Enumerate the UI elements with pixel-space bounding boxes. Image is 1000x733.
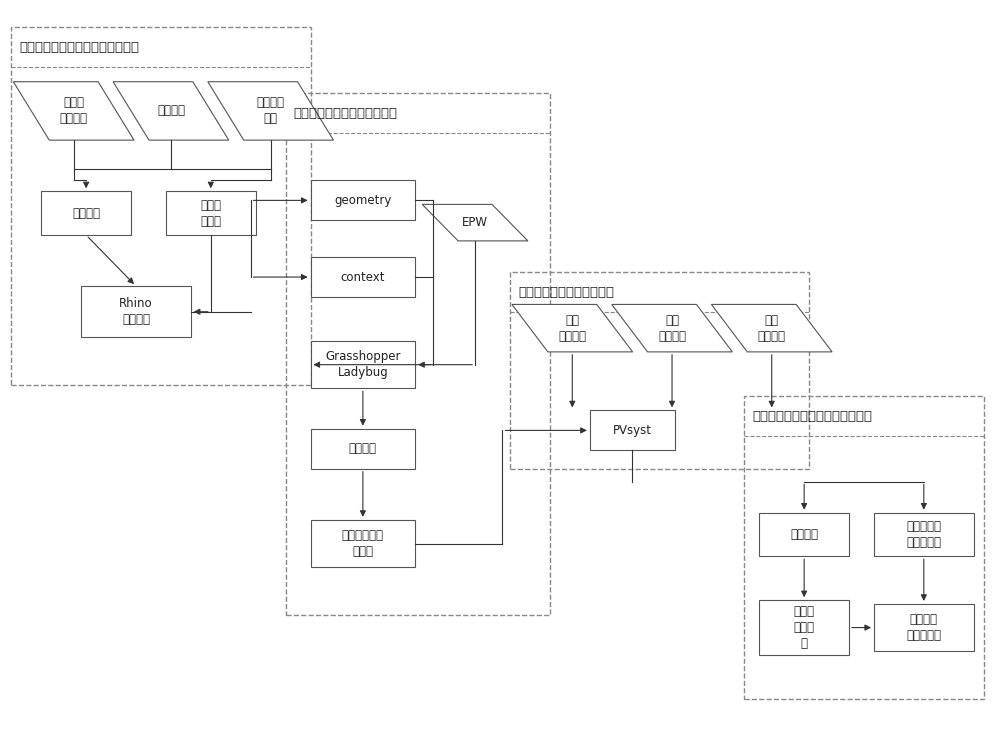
Text: 分析确定光伏设施可安装面积: 分析确定光伏设施可安装面积: [294, 106, 398, 119]
Bar: [286, 92, 550, 615]
Bar: [759, 600, 849, 655]
Text: PVsyst: PVsyst: [613, 424, 652, 437]
Text: 全周期资金
投入与回报: 全周期资金 投入与回报: [906, 520, 941, 549]
Text: context: context: [341, 270, 385, 284]
Bar: [590, 410, 675, 451]
Text: Rhino
三维模型: Rhino 三维模型: [119, 298, 153, 326]
Bar: [311, 520, 415, 567]
Text: 结合校园用电量预测光伏替代情景: 结合校园用电量预测光伏替代情景: [752, 410, 872, 423]
Text: 多情景下
光伏替代率: 多情景下 光伏替代率: [906, 613, 941, 642]
Text: 日照时长: 日照时长: [349, 442, 377, 455]
Text: 建筑体块: 建筑体块: [72, 207, 100, 220]
Bar: [510, 271, 809, 468]
Polygon shape: [711, 304, 832, 352]
Polygon shape: [512, 304, 633, 352]
Text: 设备等
遮挡物: 设备等 遮挡物: [200, 199, 221, 228]
Text: geometry: geometry: [334, 194, 392, 207]
Polygon shape: [422, 205, 528, 241]
Text: 发电量与资金投入成本计算: 发电量与资金投入成本计算: [518, 286, 614, 298]
Bar: [311, 429, 415, 468]
Bar: [311, 341, 415, 388]
Bar: [11, 27, 311, 385]
Text: 建筑层数: 建筑层数: [157, 104, 185, 117]
Bar: [874, 604, 974, 652]
Bar: [744, 396, 984, 699]
Text: 年发电量: 年发电量: [790, 528, 818, 541]
Polygon shape: [612, 304, 732, 352]
Text: EPW: EPW: [462, 216, 488, 229]
Bar: [874, 512, 974, 556]
Text: 建立评估区域建筑三维数字化模型: 建立评估区域建筑三维数字化模型: [19, 41, 139, 54]
Bar: [311, 257, 415, 297]
Bar: [41, 191, 131, 235]
Text: 光伏
组件类型: 光伏 组件类型: [658, 314, 686, 342]
Polygon shape: [208, 81, 333, 140]
Text: 光伏
组件倾角: 光伏 组件倾角: [758, 314, 786, 342]
Text: 摄影测量
数据: 摄影测量 数据: [257, 97, 285, 125]
Polygon shape: [13, 81, 134, 140]
Text: 地区
气象数据: 地区 气象数据: [558, 314, 586, 342]
Polygon shape: [113, 81, 229, 140]
Bar: [166, 191, 256, 235]
Bar: [81, 286, 191, 337]
Text: 光伏组件可安
装面积: 光伏组件可安 装面积: [342, 529, 384, 558]
Text: 校园用
电量数
据: 校园用 电量数 据: [794, 605, 815, 650]
Bar: [311, 180, 415, 221]
Text: 平面图
卫星地图: 平面图 卫星地图: [60, 97, 88, 125]
Text: Grasshopper
Ladybug: Grasshopper Ladybug: [325, 350, 401, 379]
Bar: [759, 512, 849, 556]
